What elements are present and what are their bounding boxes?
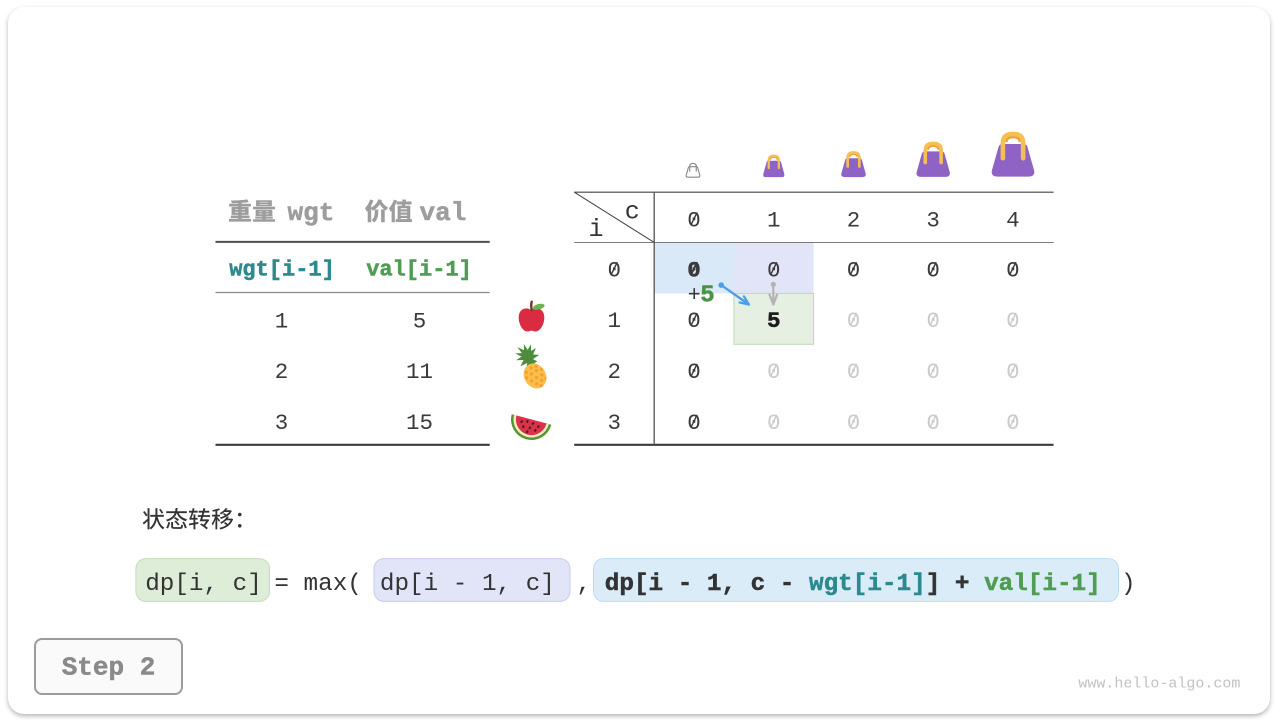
svg-text:0: 0 xyxy=(607,257,621,283)
svg-text:0: 0 xyxy=(926,257,940,283)
svg-text:1: 1 xyxy=(275,308,289,334)
svg-text:www.hello-algo.com: www.hello-algo.com xyxy=(1078,676,1240,693)
svg-text:Step 2: Step 2 xyxy=(62,653,156,683)
svg-text:0: 0 xyxy=(767,410,781,436)
svg-text:0: 0 xyxy=(847,257,861,283)
svg-text:dp[i, c]: dp[i, c] xyxy=(145,571,262,598)
svg-text:i: i xyxy=(588,215,603,244)
svg-text:5: 5 xyxy=(413,308,427,334)
svg-text:0: 0 xyxy=(926,359,940,385)
svg-text:0: 0 xyxy=(767,257,781,283)
svg-text:0: 0 xyxy=(847,359,861,385)
svg-text:0: 0 xyxy=(926,308,940,334)
svg-text:val[i-1]: val[i-1] xyxy=(366,258,472,283)
svg-text:4: 4 xyxy=(1006,207,1020,233)
svg-text:dp[i - 1, c -: dp[i - 1, c - xyxy=(605,571,809,598)
svg-text:2: 2 xyxy=(275,359,289,385)
svg-text:wgt: wgt xyxy=(288,198,335,228)
svg-text:1: 1 xyxy=(607,308,621,334)
svg-text:0: 0 xyxy=(847,410,861,436)
svg-text:5: 5 xyxy=(700,283,714,310)
svg-text:3: 3 xyxy=(607,410,621,436)
svg-text:0: 0 xyxy=(926,410,940,436)
svg-text:2: 2 xyxy=(607,359,621,385)
svg-text:1: 1 xyxy=(767,207,781,233)
svg-text:0: 0 xyxy=(1006,308,1020,334)
svg-text:0: 0 xyxy=(687,359,701,385)
svg-text:,: , xyxy=(577,571,592,598)
svg-text:val: val xyxy=(420,198,467,228)
svg-text:c: c xyxy=(625,197,640,226)
svg-text:= max(: = max( xyxy=(274,571,361,598)
svg-text:0: 0 xyxy=(687,308,701,334)
svg-text:] +: ] + xyxy=(926,571,984,598)
svg-text:0: 0 xyxy=(687,410,701,436)
svg-text:0: 0 xyxy=(687,208,701,234)
svg-text:dp[i - 1, c]: dp[i - 1, c] xyxy=(380,571,555,598)
svg-text:0: 0 xyxy=(767,359,781,385)
svg-text:5: 5 xyxy=(767,308,781,334)
svg-text:val[i-1]: val[i-1] xyxy=(984,571,1101,598)
svg-text:0: 0 xyxy=(1006,257,1020,283)
svg-text:0: 0 xyxy=(847,308,861,334)
svg-text:0: 0 xyxy=(1006,410,1020,436)
svg-text:11: 11 xyxy=(406,359,433,385)
svg-text:3: 3 xyxy=(275,410,289,436)
svg-text:wgt[i-1]: wgt[i-1] xyxy=(229,258,335,283)
svg-text:wgt[i-1]: wgt[i-1] xyxy=(809,571,926,598)
svg-text:2: 2 xyxy=(847,207,861,233)
svg-text:3: 3 xyxy=(926,207,940,233)
svg-text:0: 0 xyxy=(1006,359,1020,385)
svg-text:): ) xyxy=(1121,571,1136,598)
svg-text:15: 15 xyxy=(406,410,433,436)
svg-text:+: + xyxy=(688,283,701,308)
